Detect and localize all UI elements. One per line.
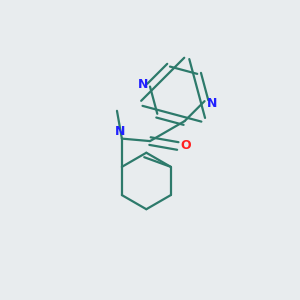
Text: N: N — [138, 78, 148, 91]
Text: O: O — [180, 140, 190, 152]
Text: N: N — [115, 125, 126, 138]
Text: N: N — [206, 97, 217, 110]
